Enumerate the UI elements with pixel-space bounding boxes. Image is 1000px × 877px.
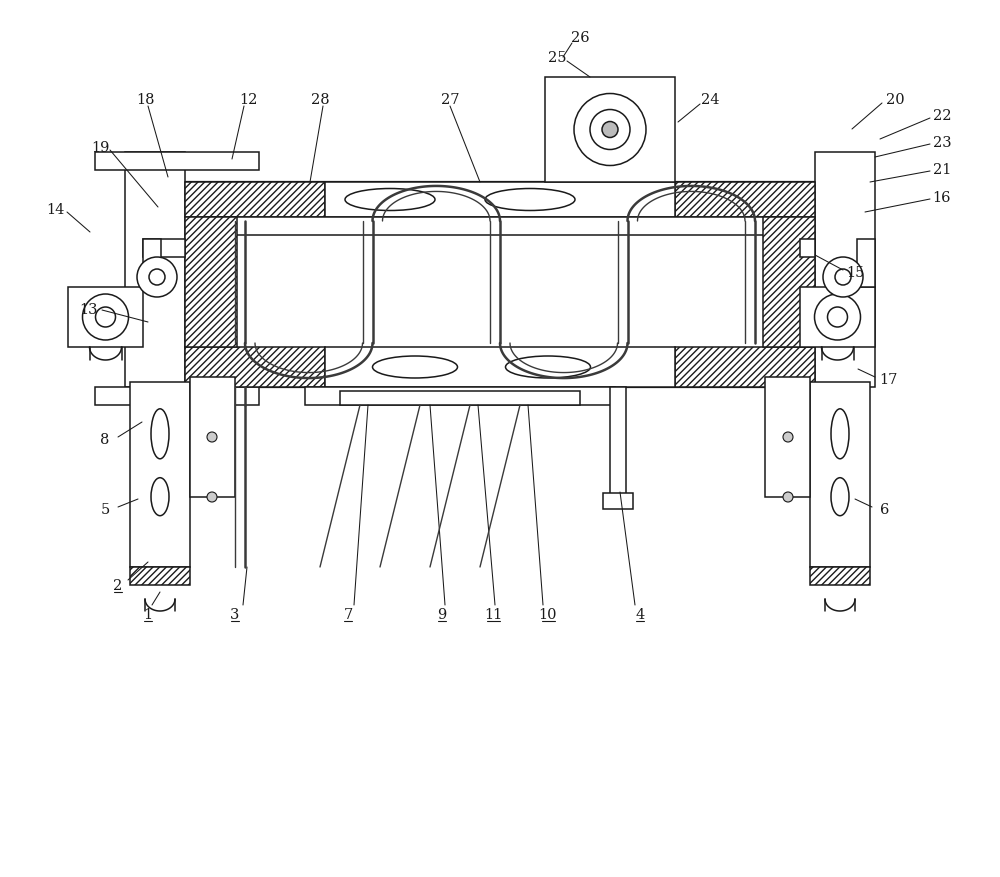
- Bar: [810, 567, 870, 585]
- Text: 14: 14: [46, 203, 64, 217]
- Bar: [765, 378, 810, 497]
- Bar: [185, 182, 325, 217]
- Text: 26: 26: [571, 31, 589, 45]
- Text: 16: 16: [933, 191, 951, 204]
- Circle shape: [590, 111, 630, 150]
- Bar: [185, 347, 325, 388]
- Ellipse shape: [345, 189, 435, 211]
- Ellipse shape: [831, 478, 849, 516]
- Bar: [763, 217, 815, 347]
- Text: 24: 24: [701, 93, 719, 107]
- Bar: [603, 494, 633, 510]
- Text: 1: 1: [143, 607, 153, 621]
- Bar: [143, 239, 185, 258]
- Ellipse shape: [151, 478, 169, 516]
- Circle shape: [207, 493, 217, 503]
- Text: 10: 10: [539, 607, 557, 621]
- Circle shape: [207, 432, 217, 443]
- Bar: [545, 78, 675, 182]
- Circle shape: [814, 295, 860, 340]
- Bar: [340, 391, 580, 405]
- Text: 5: 5: [100, 503, 110, 517]
- Ellipse shape: [485, 189, 575, 211]
- Bar: [95, 388, 259, 405]
- Text: 13: 13: [79, 303, 97, 317]
- Text: 17: 17: [879, 373, 897, 387]
- Text: 11: 11: [484, 607, 502, 621]
- Circle shape: [149, 270, 165, 286]
- Bar: [185, 217, 237, 347]
- Circle shape: [96, 308, 116, 328]
- Circle shape: [823, 258, 863, 297]
- Text: 28: 28: [311, 93, 329, 107]
- Text: 18: 18: [136, 93, 154, 107]
- Bar: [237, 217, 763, 347]
- Bar: [325, 182, 675, 217]
- Text: 20: 20: [886, 93, 904, 107]
- Bar: [185, 182, 815, 388]
- Bar: [810, 382, 870, 567]
- Bar: [68, 288, 143, 347]
- Text: 3: 3: [230, 607, 240, 621]
- Circle shape: [783, 432, 793, 443]
- Text: 15: 15: [846, 266, 864, 280]
- Circle shape: [783, 493, 793, 503]
- Ellipse shape: [831, 410, 849, 460]
- Bar: [815, 153, 875, 388]
- Text: 9: 9: [437, 607, 447, 621]
- Text: 23: 23: [933, 136, 951, 150]
- Circle shape: [137, 258, 177, 297]
- Bar: [857, 239, 875, 288]
- Text: 2: 2: [113, 578, 123, 592]
- Text: 22: 22: [933, 109, 951, 123]
- Bar: [125, 153, 185, 388]
- Bar: [95, 153, 259, 171]
- Text: 4: 4: [635, 607, 645, 621]
- Circle shape: [828, 308, 848, 328]
- Text: 21: 21: [933, 163, 951, 177]
- Text: 19: 19: [91, 141, 109, 155]
- Text: 8: 8: [100, 432, 110, 446]
- Bar: [305, 388, 615, 405]
- Bar: [800, 288, 875, 347]
- Text: 6: 6: [880, 503, 890, 517]
- Text: 27: 27: [441, 93, 459, 107]
- Circle shape: [835, 270, 851, 286]
- Ellipse shape: [506, 357, 590, 379]
- Ellipse shape: [151, 410, 169, 460]
- Text: 7: 7: [343, 607, 353, 621]
- Bar: [675, 182, 815, 217]
- Circle shape: [574, 95, 646, 167]
- Text: 12: 12: [239, 93, 257, 107]
- Bar: [675, 347, 815, 388]
- Bar: [190, 378, 235, 497]
- Circle shape: [83, 295, 129, 340]
- Bar: [800, 239, 815, 258]
- Ellipse shape: [373, 357, 458, 379]
- Circle shape: [602, 123, 618, 139]
- Text: 25: 25: [548, 51, 566, 65]
- Bar: [130, 382, 190, 567]
- Bar: [325, 347, 675, 388]
- Bar: [610, 388, 626, 497]
- Bar: [130, 567, 190, 585]
- Bar: [143, 239, 161, 288]
- Bar: [207, 217, 793, 236]
